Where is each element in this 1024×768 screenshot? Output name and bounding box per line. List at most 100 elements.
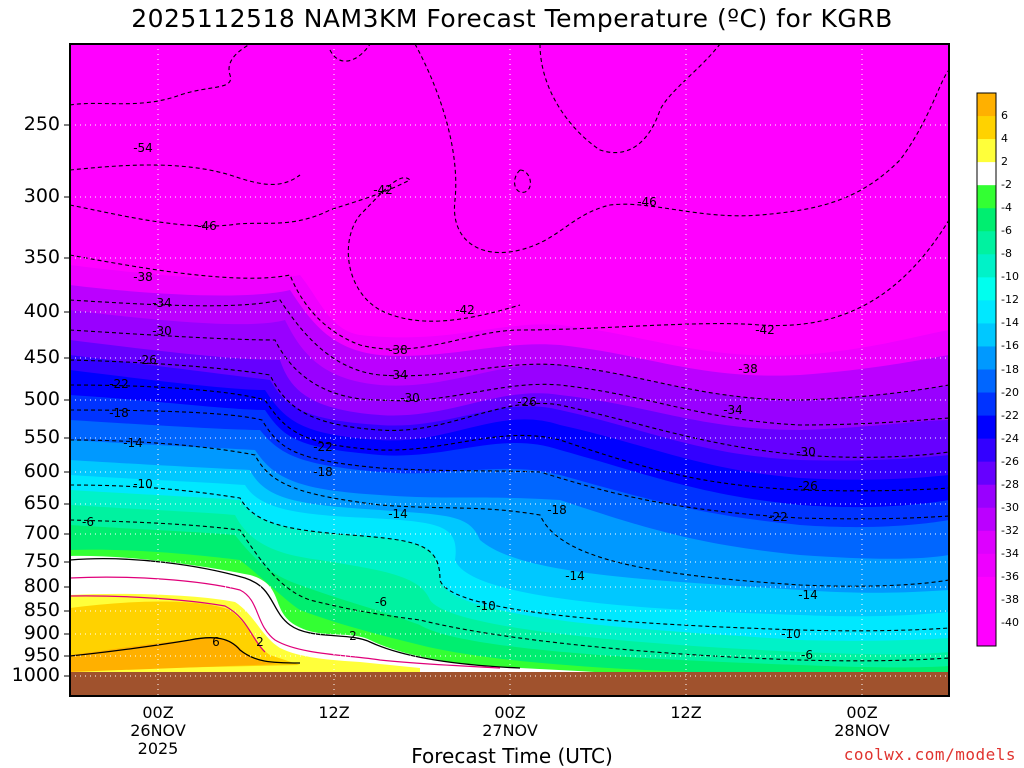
contour-lines (70, 44, 949, 662)
contour-label: -26 (798, 479, 818, 493)
contour-label: -34 (388, 368, 408, 382)
contour-label: -26 (517, 395, 537, 409)
contour-label: -26 (137, 353, 157, 367)
x-tick-label: 00Z 28NOV (834, 703, 890, 740)
y-tick-label: 800 (23, 575, 60, 597)
colorbar-swatch (977, 438, 996, 463)
chart-title: 2025112518 NAM3KM Forecast Temperature (… (131, 4, 893, 33)
contour-label: -38 (738, 362, 758, 376)
colorbar-swatch (977, 185, 996, 209)
contour-label: -10 (476, 599, 496, 613)
contour-label: -38 (133, 270, 153, 284)
colorbar-swatch (977, 93, 996, 117)
plot-frame (69, 43, 950, 697)
contour-label: -14 (123, 436, 143, 450)
colorbar-tick-label: -28 (1001, 477, 1019, 491)
colorbar-tick-label: -34 (1001, 546, 1019, 560)
colorbar-swatch (977, 530, 996, 555)
contour-label: 2 (256, 635, 264, 649)
y-tick-label: 600 (23, 460, 60, 482)
colorbar-swatch (977, 576, 996, 601)
grid (70, 44, 949, 696)
y-tick-label: 900 (23, 622, 60, 644)
colorbar-tick-label: -38 (1001, 592, 1019, 606)
solid-contours (70, 558, 521, 669)
colorbar-swatch (977, 392, 996, 417)
contour-label: -18 (313, 465, 333, 479)
contour-labels: -54 -46 -42 -46 -42 -42 -38 -38 -38 -34 -34 -34 -30 -… (82, 141, 818, 662)
contour-label: -22 (109, 377, 129, 391)
contour-label: -14 (798, 588, 818, 602)
colorbar-frame (976, 92, 997, 647)
colorbar-tick-label: 4 (1001, 132, 1008, 146)
contour-label: -34 (723, 403, 743, 417)
x-tick-label: 00Z 26NOV 2025 (130, 703, 186, 758)
colorbar-swatch (977, 208, 996, 232)
contour-label: -6 (82, 515, 94, 529)
y-tick-label: 650 (23, 492, 60, 514)
colorbar-tick-label: -24 (1001, 431, 1019, 445)
colorbar-tick-label: 6 (1001, 109, 1008, 123)
credit-text: coolwx.com/models (843, 745, 1016, 764)
contour-label: 6 (212, 635, 220, 649)
colorbar-tick-label: -12 (1001, 293, 1019, 307)
y-tick-label: 300 (23, 185, 60, 207)
contour-label: -54 (133, 141, 153, 155)
y-tick-label: 500 (23, 388, 60, 410)
colorbar (976, 92, 997, 647)
contour-label: -30 (796, 445, 816, 459)
colorbar-swatch (977, 461, 996, 486)
contour-label: -22 (313, 440, 333, 454)
contour-label: 2 (349, 629, 357, 643)
contour-label: -18 (547, 503, 567, 517)
colorbar-tick-label: -4 (1001, 201, 1012, 215)
colorbar-tick-label: -30 (1001, 500, 1019, 514)
contour-label: -30 (400, 391, 420, 405)
y-tick-label: 850 (23, 599, 60, 621)
colorbar-tick-label: -36 (1001, 569, 1019, 583)
colorbar-tick-label: -8 (1001, 247, 1012, 261)
colorbar-tick-label: -10 (1001, 270, 1019, 284)
y-tick-label: 950 (23, 644, 60, 666)
contour-label: -42 (373, 183, 393, 197)
colorbar-tick-label: 2 (1001, 155, 1008, 169)
colorbar-tick-label: -40 (1001, 615, 1019, 629)
y-tick-label: 550 (23, 426, 60, 448)
colorbar-swatch (977, 300, 996, 324)
colorbar-tick-label: -32 (1001, 523, 1019, 537)
y-tick-label: 250 (23, 113, 60, 135)
colorbar-swatch (977, 415, 996, 440)
contour-label: -6 (375, 595, 387, 609)
colorbar-swatch (977, 369, 996, 394)
contour-label: -46 (637, 195, 657, 209)
colorbar-swatch (977, 323, 996, 347)
colorbar-swatch (977, 139, 996, 163)
colorbar-swatch (977, 553, 996, 578)
x-axis-label: Forecast Time (UTC) (411, 744, 613, 768)
colorbar-swatch (977, 507, 996, 532)
contour-label: -10 (781, 627, 801, 641)
contour-label: -14 (388, 507, 408, 521)
y-tick-label: 700 (23, 522, 60, 544)
colorbar-swatch (977, 162, 996, 186)
colorbar-tick-label: -20 (1001, 385, 1019, 399)
contour-label: -46 (197, 219, 217, 233)
colorbar-tick-label: -2 (1001, 178, 1012, 192)
colorbar-swatch (977, 254, 996, 278)
contour-label: -30 (152, 324, 172, 338)
contour-label: -6 (801, 648, 813, 662)
y-tick-label: 350 (23, 246, 60, 268)
colorbar-tick-label: -6 (1001, 224, 1012, 238)
colorbar-swatch (977, 484, 996, 509)
colorbar-swatch (977, 231, 996, 255)
y-tick-label: 450 (23, 346, 60, 368)
contour-label: -18 (109, 406, 129, 420)
temperature-fill (70, 44, 949, 696)
colorbar-swatch (977, 599, 996, 624)
colorbar-tick-label: -26 (1001, 454, 1019, 468)
contour-label: -22 (768, 510, 788, 524)
contour-label: -34 (152, 296, 172, 310)
x-tick-label: 12Z (670, 703, 702, 722)
x-tick-label: 00Z 27NOV (482, 703, 538, 740)
